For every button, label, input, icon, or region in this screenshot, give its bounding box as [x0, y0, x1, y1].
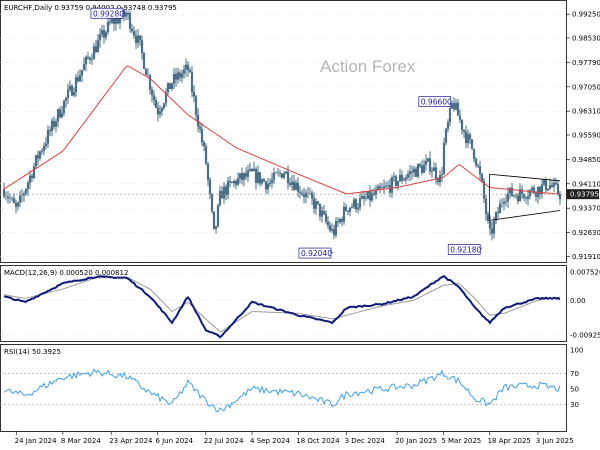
- annotation-1: 0.92040: [298, 247, 334, 259]
- rsi-line: [3, 368, 561, 413]
- macd-title: MACD(12,26,9) 0.000520 0.000812: [4, 269, 128, 277]
- x-tick-label: 20 Jan 2025: [395, 437, 437, 445]
- price-tick-label: 0.91910: [572, 253, 600, 261]
- current-price-label: 0.93795: [567, 189, 599, 200]
- x-tick-label: 3 Dec 2024: [345, 437, 386, 445]
- price-tick-label: 0.94850: [572, 156, 600, 164]
- current-price-value: 0.93795: [570, 191, 599, 199]
- price-tick-label: 0.97050: [572, 83, 600, 91]
- annotation-label: 0.92180: [450, 245, 481, 254]
- rsi-title: RSI(14) 50.3925: [4, 348, 61, 356]
- rsi-tick-label: 100: [570, 347, 583, 355]
- rsi-panel: RSI(14) 50.3925 100 70 50 30: [0, 344, 583, 432]
- rsi-tick-label: 50: [570, 386, 579, 394]
- annotation-2: 0.96600: [418, 96, 453, 108]
- x-tick-label: 18 Apr 2025: [488, 437, 531, 445]
- annotation-label: 0.92040: [301, 249, 332, 258]
- x-tick-label: 4 Sep 2024: [250, 437, 290, 445]
- price-tick-label: 0.94110: [572, 180, 600, 188]
- annotation-box: [90, 7, 124, 19]
- annotation-box: [298, 247, 332, 259]
- x-tick-label: 3 Jun 2025: [536, 437, 574, 445]
- price-tick-label: 0.93370: [572, 205, 600, 213]
- x-tick-label: 18 Oct 2024: [296, 437, 340, 445]
- x-axis: 24 Jan 2024 8 Mar 2024 23 Apr 2024 6 Jun 20…: [15, 431, 574, 445]
- x-tick-label: 6 Jun 2024: [155, 437, 193, 445]
- x-tick-label: 8 Mar 2024: [61, 437, 101, 445]
- price-tick-label: 0.99250: [572, 11, 600, 19]
- price-tick-label: 0.95590: [572, 131, 600, 139]
- price-bodies: [2, 10, 562, 236]
- annotation-3: 0.92180: [447, 244, 483, 255]
- price-title: EURCHF,Daily 0.93759 0.94002 0.93748 0.9…: [4, 4, 177, 12]
- moving-average-line: [3, 65, 561, 195]
- price-tick-label: 0.96310: [572, 108, 600, 116]
- watermark: Action Forex: [320, 57, 416, 76]
- price-tick-label: 0.97790: [572, 59, 600, 67]
- annotation-box: [447, 244, 481, 255]
- triangle-pattern: [489, 173, 561, 221]
- x-tick-label: 24 Jan 2024: [15, 437, 58, 445]
- annotation-label: 0.99280: [93, 9, 124, 18]
- rsi-tick-label: 30: [570, 401, 579, 409]
- annotation-label: 0.96600: [421, 98, 452, 107]
- price-panel: Action Forex EURCHF,Daily 0.93759 0.9400…: [0, 0, 600, 263]
- price-tick-label: 0.98530: [572, 34, 600, 42]
- triangle-lower-line: [489, 210, 561, 221]
- x-tick-label: 23 Apr 2024: [109, 437, 153, 445]
- macd-line: [3, 274, 561, 339]
- x-tick-label: 5 Mar 2025: [441, 437, 481, 445]
- macd-tick-label: 0.007526: [570, 269, 600, 277]
- macd-panel: MACD(12,26,9) 0.000520 0.000812 0.007526…: [0, 265, 600, 342]
- rsi-tick-label: 70: [570, 370, 579, 378]
- annotation-0: 0.99280: [90, 7, 127, 19]
- macd-tick-label: -0.009252: [570, 331, 600, 339]
- x-tick-label: 22 Jul 2024: [204, 437, 244, 445]
- triangle-upper-line: [489, 173, 561, 182]
- macd-tick-label: 0.00: [570, 297, 586, 305]
- price-tick-label: 0.92630: [572, 229, 600, 237]
- annotation-box: [418, 96, 452, 108]
